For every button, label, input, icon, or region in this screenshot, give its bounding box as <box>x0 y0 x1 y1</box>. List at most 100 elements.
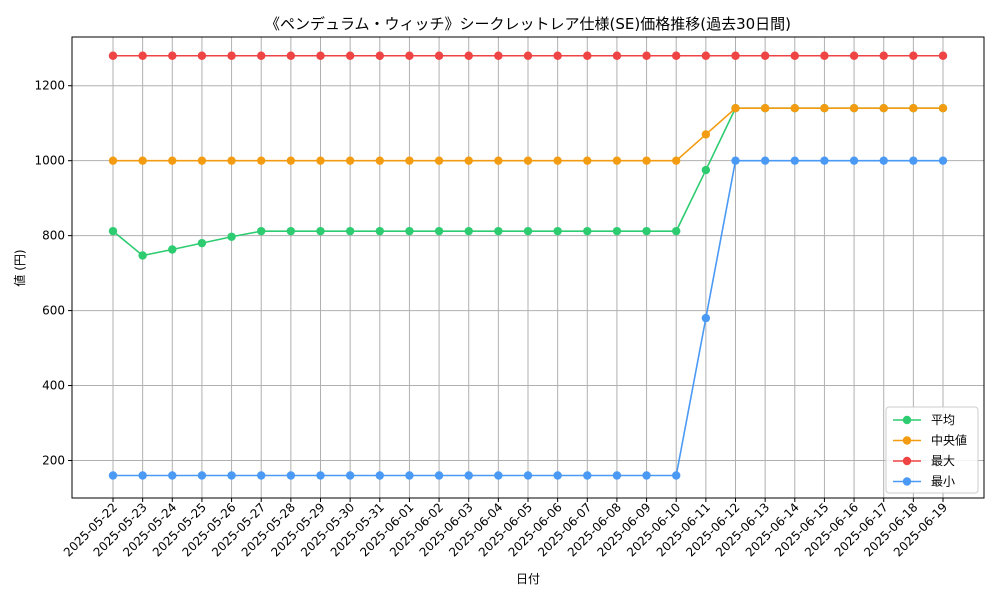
data-point <box>494 471 503 480</box>
legend-label: 平均 <box>931 413 955 427</box>
data-point <box>257 226 266 236</box>
legend-marker <box>902 436 912 445</box>
data-point <box>197 156 207 165</box>
data-point <box>672 471 681 480</box>
data-point <box>642 51 651 60</box>
data-point <box>405 226 414 236</box>
legend-label: 中央値 <box>931 433 967 448</box>
data-point <box>138 51 147 60</box>
data-point <box>731 51 740 60</box>
data-point <box>879 156 888 165</box>
data-point <box>257 156 266 165</box>
legend-marker <box>902 415 912 425</box>
data-point <box>583 156 592 165</box>
data-point <box>879 104 888 113</box>
data-point <box>345 51 355 60</box>
data-point <box>494 226 503 236</box>
data-point <box>227 471 236 480</box>
data-point <box>375 226 384 236</box>
data-point <box>197 471 207 480</box>
data-point <box>612 156 622 165</box>
data-point <box>909 156 918 165</box>
data-point <box>849 156 859 165</box>
data-point <box>612 471 622 480</box>
data-point <box>553 51 562 60</box>
data-point <box>672 156 681 165</box>
legend-marker <box>902 456 912 466</box>
data-point <box>938 51 948 60</box>
data-point <box>820 104 829 113</box>
data-point <box>464 226 473 236</box>
data-point <box>642 226 651 236</box>
data-point <box>345 226 355 236</box>
chart-title: 《ペンデュラム・ウィッチ》シークレットレア仕様(SE)価格推移(過去30日間) <box>265 15 791 33</box>
y-tick-label: 200 <box>42 454 65 468</box>
y-tick-label: 1000 <box>34 154 65 168</box>
data-point <box>760 156 770 165</box>
data-point <box>168 471 177 480</box>
data-point <box>197 238 207 248</box>
data-point <box>701 51 711 60</box>
y-tick-label: 400 <box>42 379 65 393</box>
data-point <box>405 51 414 60</box>
data-point <box>760 51 770 60</box>
data-point <box>642 471 651 480</box>
data-point <box>938 156 948 165</box>
data-point <box>375 156 384 165</box>
data-point <box>345 471 355 480</box>
data-point <box>612 226 622 236</box>
legend-label: 最大 <box>931 454 955 468</box>
data-point <box>138 156 147 165</box>
data-point <box>316 471 325 480</box>
data-point <box>849 104 859 113</box>
data-point <box>909 51 918 60</box>
data-point <box>523 471 533 480</box>
data-point <box>672 51 681 60</box>
grid <box>72 37 984 498</box>
data-point <box>583 51 592 60</box>
data-point <box>138 471 147 480</box>
legend-box <box>885 406 979 494</box>
x-axis: 2025-05-222025-05-232025-05-242025-05-25… <box>61 498 950 559</box>
data-point <box>938 104 948 113</box>
data-point <box>138 251 147 260</box>
data-point <box>464 156 473 165</box>
data-point <box>523 51 533 60</box>
data-point <box>820 156 829 165</box>
data-point <box>760 104 770 113</box>
data-point <box>879 51 888 60</box>
data-point <box>316 156 325 165</box>
series-layer <box>108 51 948 480</box>
series-中央値 <box>108 104 948 165</box>
data-point <box>553 226 562 236</box>
data-point <box>375 471 384 480</box>
data-point <box>197 51 207 60</box>
data-point <box>434 156 444 165</box>
data-point <box>108 471 118 480</box>
data-point <box>523 156 533 165</box>
x-axis-title: 日付 <box>516 572 540 586</box>
legend-marker <box>902 477 912 486</box>
data-point <box>168 245 177 254</box>
data-point <box>494 51 503 60</box>
data-point <box>286 471 296 480</box>
data-point <box>553 471 562 480</box>
data-point <box>701 313 711 323</box>
data-point <box>316 51 325 60</box>
data-point <box>434 471 444 480</box>
y-tick-label: 600 <box>42 304 65 318</box>
data-point <box>168 51 177 60</box>
data-point <box>168 156 177 165</box>
data-point <box>405 156 414 165</box>
data-point <box>464 471 473 480</box>
y-axis-title: 値 (円) <box>12 249 27 286</box>
y-tick-label: 1200 <box>34 79 65 93</box>
series-最大 <box>108 51 948 60</box>
data-point <box>672 226 681 236</box>
data-point <box>731 156 740 165</box>
data-point <box>257 471 266 480</box>
data-point <box>286 51 296 60</box>
data-point <box>227 51 236 60</box>
